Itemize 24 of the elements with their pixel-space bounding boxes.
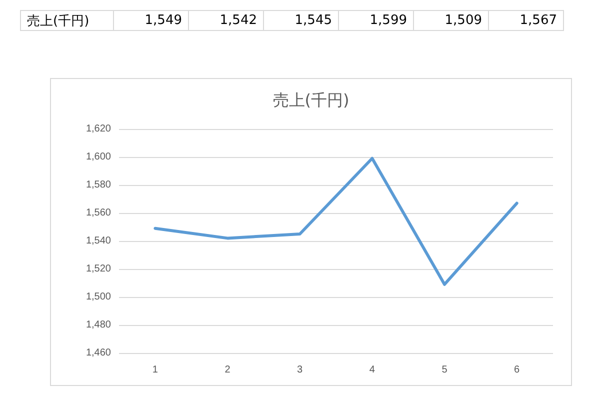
y-tick-label: 1,460 [86, 348, 112, 358]
data-label: 1,545 [264, 10, 338, 30]
y-tick-label: 1,580 [86, 180, 112, 190]
y-tick-label: 1,500 [86, 292, 112, 302]
data-label: 1,549 [114, 10, 188, 30]
x-tick-label: 3 [297, 364, 304, 376]
x-tick-label: 5 [442, 364, 448, 376]
data-label: 1,567 [488, 10, 564, 30]
chart-title: 売上(千円) [272, 90, 350, 110]
y-tick-label: 1,560 [86, 208, 112, 218]
data-label: 1,599 [338, 10, 414, 30]
y-tick-label: 1,620 [86, 124, 112, 134]
y-tick-label: 1,480 [86, 320, 112, 330]
x-tick-label: 2 [224, 364, 231, 376]
y-tick-label: 1,600 [86, 152, 112, 162]
data-label: 1,542 [188, 10, 264, 30]
data-label: 1,509 [414, 10, 488, 30]
x-tick-label: 4 [369, 364, 376, 376]
x-tick-label: 6 [514, 364, 520, 376]
text: 売上(千円) [20, 10, 114, 30]
line-series [154, 156, 518, 286]
y-tick-label: 1,540 [86, 236, 112, 246]
x-tick-label: 1 [152, 364, 158, 376]
y-tick-label: 1,520 [86, 264, 112, 274]
